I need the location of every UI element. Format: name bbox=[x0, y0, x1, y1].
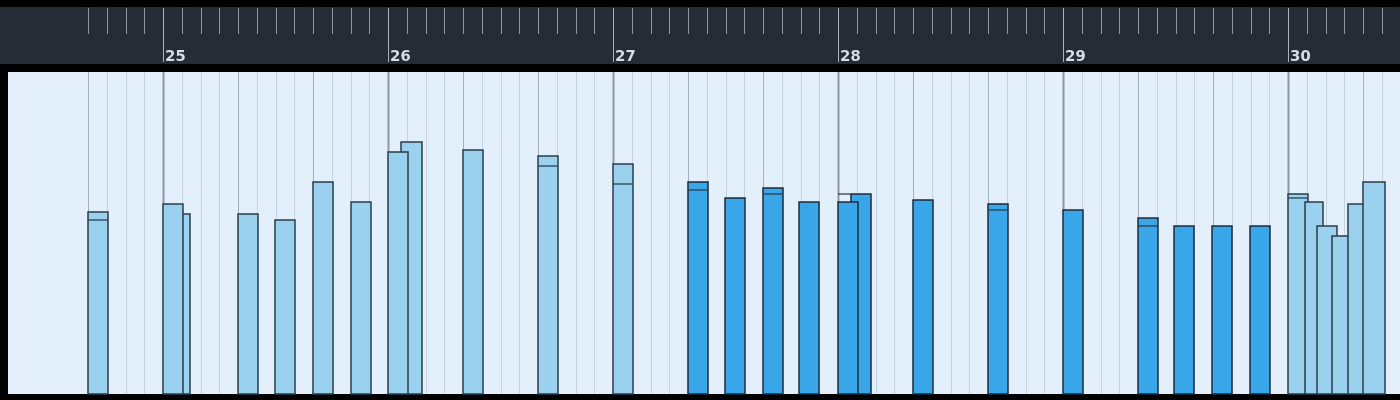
velocity-bar bbox=[724, 197, 746, 395]
velocity-bar bbox=[87, 211, 109, 395]
velocity-bar bbox=[462, 149, 484, 395]
bar-number: 28 bbox=[840, 47, 861, 65]
velocity-bar bbox=[162, 203, 184, 395]
ruler-labels: 25 26 27 28 29 30 bbox=[165, 47, 1311, 65]
velocity-bar bbox=[312, 181, 334, 395]
velocity-bar bbox=[237, 213, 259, 395]
velocity-bars bbox=[87, 141, 1386, 395]
velocity-bar bbox=[612, 163, 634, 395]
bar-number: 26 bbox=[390, 47, 411, 65]
velocity-bar bbox=[912, 199, 934, 395]
velocity-bar bbox=[350, 201, 372, 395]
velocity-bar bbox=[274, 219, 296, 395]
ruler-ticks bbox=[88, 8, 1383, 62]
velocity-bar bbox=[1362, 181, 1386, 395]
velocity-bar bbox=[762, 187, 784, 395]
velocity-bar bbox=[537, 155, 559, 395]
velocity-bar bbox=[1137, 217, 1159, 395]
bar-number: 27 bbox=[615, 47, 636, 65]
velocity-bar bbox=[1211, 225, 1233, 395]
velocity-bar bbox=[387, 151, 409, 395]
velocity-bar bbox=[1173, 225, 1195, 395]
ruler bbox=[0, 7, 1400, 64]
velocity-bar bbox=[1062, 209, 1084, 395]
bar-number: 29 bbox=[1065, 47, 1086, 65]
velocity-bar bbox=[987, 203, 1009, 395]
bar-number: 25 bbox=[165, 47, 186, 65]
velocity-bar bbox=[837, 201, 859, 395]
velocity-bar bbox=[1249, 225, 1271, 395]
bar-number: 30 bbox=[1290, 47, 1311, 65]
velocity-bar bbox=[687, 181, 709, 395]
velocity-bar bbox=[798, 201, 820, 395]
